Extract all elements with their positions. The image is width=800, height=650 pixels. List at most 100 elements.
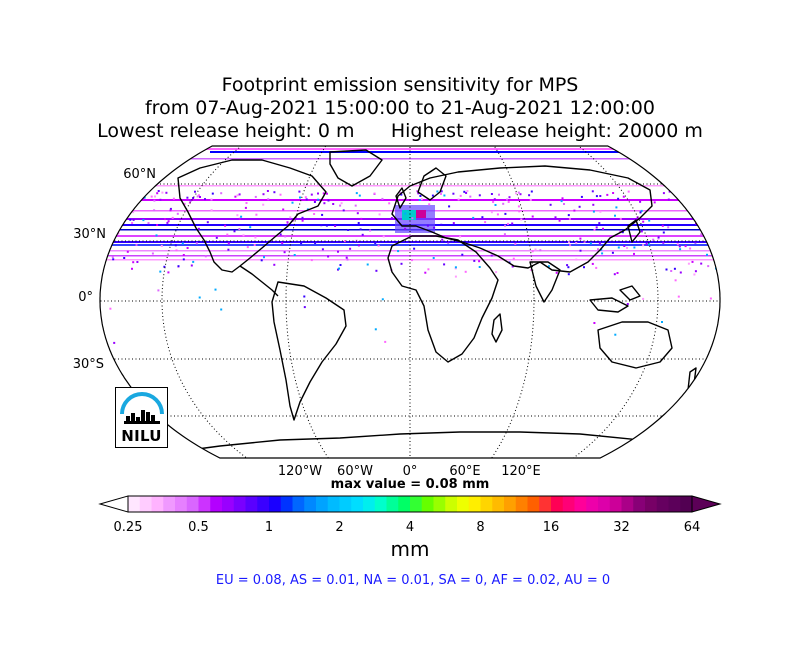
sensitivity-speck (472, 216, 475, 219)
nilu-logo: NILU (115, 387, 168, 448)
sensitivity-speck (508, 196, 511, 199)
sensitivity-speck (517, 205, 520, 208)
sensitivity-speck (227, 242, 230, 245)
sensitivity-speck (707, 265, 710, 268)
sensitivity-speck (157, 190, 160, 192)
sensitivity-speck (511, 222, 514, 225)
sensitivity-speck (657, 236, 660, 239)
lat-label-30s: 30°S (72, 357, 104, 372)
sensitivity-speck (661, 224, 664, 227)
colorbar-cell (445, 496, 458, 512)
sensitivity-speck (662, 192, 665, 195)
sensitivity-speck (279, 193, 282, 196)
sensitivity-speck (465, 192, 468, 194)
colorbar-tick-1: 0.5 (188, 520, 209, 535)
sensitivity-speck (617, 197, 620, 200)
sensitivity-speck (606, 193, 609, 196)
sensitivity-speck (234, 195, 237, 198)
colorbar-cell (339, 496, 352, 512)
sensitivity-speck (633, 246, 636, 249)
sensitivity-speck (322, 192, 325, 195)
sensitivity-speck (131, 222, 134, 224)
sensitivity-speck (554, 216, 557, 219)
colorbar-cell (175, 496, 188, 512)
sensitivity-speck (313, 201, 316, 203)
sensitivity-speck (679, 271, 682, 274)
sensitivity-speck (528, 194, 531, 197)
sensitivity-speck (360, 217, 363, 220)
sensitivity-speck (642, 244, 645, 247)
sensitivity-speck (427, 268, 430, 271)
sensitivity-speck (339, 204, 342, 207)
colorbar-cell (304, 496, 317, 512)
colorbar-cell (128, 496, 141, 512)
sensitivity-speck (132, 218, 135, 221)
colorbar-cell (515, 496, 528, 512)
sensitivity-speck (662, 231, 665, 234)
sensitivity-speck (593, 322, 596, 324)
sensitivity-speck (167, 271, 170, 274)
sensitivity-speck (413, 247, 416, 250)
sensitivity-speck (143, 196, 146, 199)
sensitivity-speck (457, 198, 460, 201)
sensitivity-speck (356, 212, 359, 215)
sensitivity-speck (700, 233, 703, 236)
sensitivity-speck (286, 221, 289, 224)
sensitivity-speck (131, 267, 133, 270)
sensitivity-speck (566, 264, 569, 267)
sensitivity-speck (645, 243, 648, 245)
sensitivity-speck (639, 200, 642, 203)
sensitivity-speck (399, 191, 402, 194)
sensitivity-speck (452, 192, 455, 195)
sensitivity-speck (494, 204, 497, 206)
sensitivity-speck (440, 192, 442, 195)
sensitivity-speck (240, 215, 243, 218)
sensitivity-speck (301, 216, 304, 219)
sensitivity-speck (260, 259, 263, 262)
sensitivity-speck (142, 219, 145, 222)
sensitivity-speck (463, 190, 466, 193)
colorbar-cell (245, 496, 258, 512)
sensitivity-speck (514, 242, 517, 245)
sensitivity-speck (673, 267, 676, 270)
sensitivity-speck (359, 228, 362, 231)
sensitivity-speck (478, 194, 481, 197)
sensitivity-speck (555, 271, 558, 274)
sensitivity-speck (397, 250, 400, 253)
sensitivity-speck (694, 270, 697, 273)
sensitivity-speck (689, 247, 692, 250)
sensitivity-speck (281, 242, 284, 245)
sensitivity-speck (567, 273, 570, 276)
lon-label-60e: 60°E (449, 464, 481, 479)
sensitivity-speck (174, 244, 177, 247)
sensitivity-speck (198, 194, 200, 197)
sensitivity-speck (592, 210, 595, 213)
sensitivity-speck (511, 265, 514, 268)
sensitivity-speck (459, 194, 462, 197)
sensitivity-speck (249, 226, 252, 229)
sensitivity-speck (339, 264, 342, 266)
sensitivity-speck (503, 233, 506, 236)
sensitivity-speck (373, 192, 376, 195)
sensitivity-speck (157, 289, 160, 292)
sensitivity-speck (111, 256, 114, 258)
sensitivity-speck (667, 226, 670, 229)
sensitivity-speck (613, 273, 616, 276)
sensitivity-speck (255, 213, 258, 216)
max-value-label: max value = 0.08 mm (330, 477, 490, 492)
sensitivity-speck (622, 195, 625, 198)
colorbar-cell (539, 496, 552, 512)
graticule-meridian (161, 146, 659, 458)
sensitivity-speck (580, 195, 583, 198)
sensitivity-speck (262, 203, 265, 206)
sensitivity-speck (626, 246, 628, 249)
colorbar-extend-high (691, 495, 722, 513)
colorbar-cell (680, 496, 693, 512)
sensitivity-speck (627, 190, 630, 193)
sensitivity-speck (598, 222, 601, 225)
sensitivity-speck (490, 254, 493, 257)
colorbar-cell (351, 496, 364, 512)
sensitivity-speck (539, 249, 542, 252)
sensitivity-speck (332, 203, 335, 205)
sensitivity-speck (342, 209, 345, 212)
